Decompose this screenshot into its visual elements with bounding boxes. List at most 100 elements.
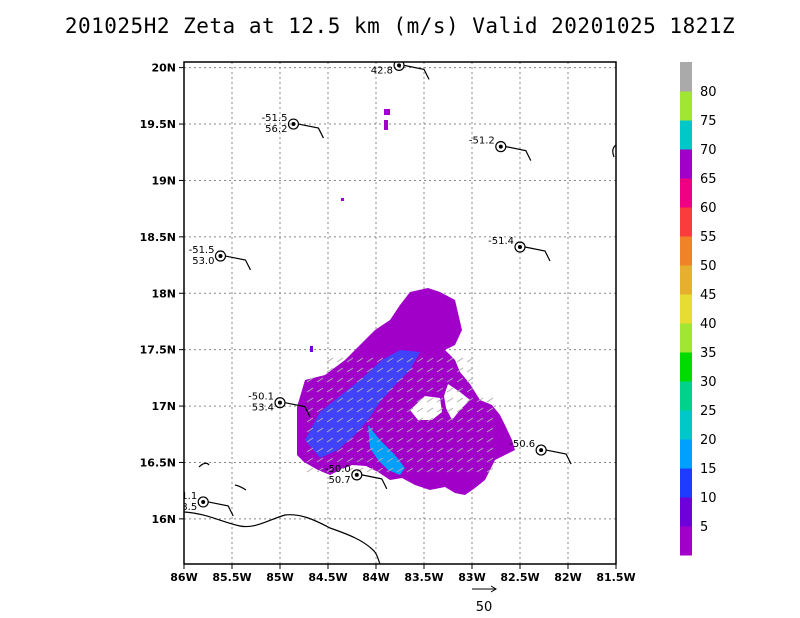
field-region-blue — [305, 350, 420, 458]
coastline-island — [234, 484, 247, 491]
wind-vector — [336, 407, 344, 413]
wind-vector — [306, 407, 314, 413]
colorbar-segment — [680, 207, 692, 237]
wind-vector — [326, 457, 334, 463]
wind-vector — [326, 467, 334, 473]
wind-barb — [546, 449, 572, 465]
wind-vector — [386, 367, 394, 373]
chart-title: 201025H2 Zeta at 12.5 km (m/s) Valid 202… — [64, 14, 736, 38]
wind-vector — [416, 397, 424, 403]
field-speck — [341, 198, 344, 201]
dropsonde-top-value: 51.1 — [175, 491, 197, 502]
wind-vector — [466, 367, 474, 373]
wind-vector — [386, 387, 394, 393]
x-tick-label: 86W — [170, 571, 197, 584]
wind-vector — [386, 357, 394, 363]
dropsonde: -51.342.8 — [367, 54, 430, 80]
wind-vector — [316, 457, 324, 463]
wind-vector — [326, 377, 334, 383]
wind-vector — [396, 417, 404, 423]
wind-barb — [225, 255, 252, 271]
wind-vector — [426, 377, 434, 383]
wind-vector — [386, 457, 394, 463]
colorbar: 5 10 15 20 25 30 35 40 45 50 55 60 65 70 75 80 — [680, 62, 717, 556]
wind-vector — [446, 377, 454, 383]
x-tick-label: 84W — [362, 571, 389, 584]
wind-vector — [356, 447, 364, 453]
dropsonde: -50.6 — [509, 439, 572, 465]
wind-vector — [466, 377, 474, 383]
wind-vector — [416, 417, 424, 423]
dropsonde-center — [218, 254, 223, 259]
wind-vector — [426, 357, 434, 363]
wind-vector — [346, 357, 354, 363]
wind-vector — [306, 397, 314, 403]
dropsonde: -50.153.4 — [248, 392, 311, 417]
wind-vector — [376, 357, 384, 363]
wind-vector — [436, 467, 444, 473]
wind-vector — [346, 367, 354, 373]
y-tick-label: 18.5N — [140, 231, 176, 244]
wind-vector — [386, 437, 394, 443]
wind-vector — [336, 447, 344, 453]
wind-vector — [396, 387, 404, 393]
wind-vector — [346, 457, 354, 463]
field-hole — [410, 396, 442, 420]
wind-vector — [436, 407, 444, 413]
wind-vector — [486, 457, 494, 463]
field-region-cyan — [368, 425, 405, 475]
colorbar-segment — [680, 294, 692, 324]
colorbar-label: 10 — [700, 491, 717, 506]
wind-vector — [456, 377, 464, 383]
dropsonde-center — [397, 63, 402, 68]
wind-barb — [284, 402, 311, 417]
wind-vector — [416, 427, 424, 433]
y-tick-label: 18N — [151, 287, 176, 300]
wind-vector — [426, 457, 434, 463]
reference-vector: 50 — [472, 585, 497, 615]
colorbar-label: 5 — [700, 520, 708, 535]
wind-vector — [406, 397, 414, 403]
wind-vector — [346, 417, 354, 423]
dropsonde-center — [201, 499, 206, 504]
x-tick-label: 84.5W — [308, 571, 347, 584]
wind-vector — [456, 397, 464, 403]
wind-vector — [466, 457, 474, 463]
wind-vector — [396, 437, 404, 443]
wind-vector — [306, 437, 314, 443]
wind-vector — [316, 387, 324, 393]
wind-vector — [386, 417, 394, 423]
wind-vector — [396, 397, 404, 403]
wind-vector — [316, 377, 324, 383]
wind-vector — [356, 457, 364, 463]
wind-vector — [346, 407, 354, 413]
wind-vector — [336, 437, 344, 443]
wind-vector — [346, 387, 354, 393]
dropsonde-top-value: -51.4 — [488, 236, 514, 247]
wind-vector — [376, 397, 384, 403]
x-tick-label: 82.5W — [500, 571, 539, 584]
wind-vector — [366, 417, 374, 423]
y-axis-ticks: 16N 16.5N 17N 17.5N 18N 18.5N 19N 19.5N 20N — [140, 62, 184, 526]
wind-vector — [306, 417, 314, 423]
wind-vector — [426, 467, 434, 473]
wind-vector — [456, 447, 464, 453]
wind-vector — [426, 427, 434, 433]
wind-vector — [366, 387, 374, 393]
dropsonde-top-value: -51.3 — [367, 54, 393, 65]
wind-vector — [446, 427, 454, 433]
colorbar-label: 80 — [700, 85, 717, 100]
wind-barb — [524, 246, 551, 262]
field-region-purple — [297, 288, 515, 495]
colorbar-label: 25 — [700, 404, 717, 419]
wind-barb — [298, 123, 324, 139]
x-tick-label: 82W — [554, 571, 581, 584]
wind-vector — [486, 397, 494, 403]
wind-vector — [466, 397, 474, 403]
colorbar-label: 75 — [700, 114, 717, 129]
colorbar-segment — [680, 439, 692, 469]
wind-vector — [386, 377, 394, 383]
wind-vector — [316, 437, 324, 443]
wind-vector — [456, 457, 464, 463]
colorbar-segment — [680, 381, 692, 411]
